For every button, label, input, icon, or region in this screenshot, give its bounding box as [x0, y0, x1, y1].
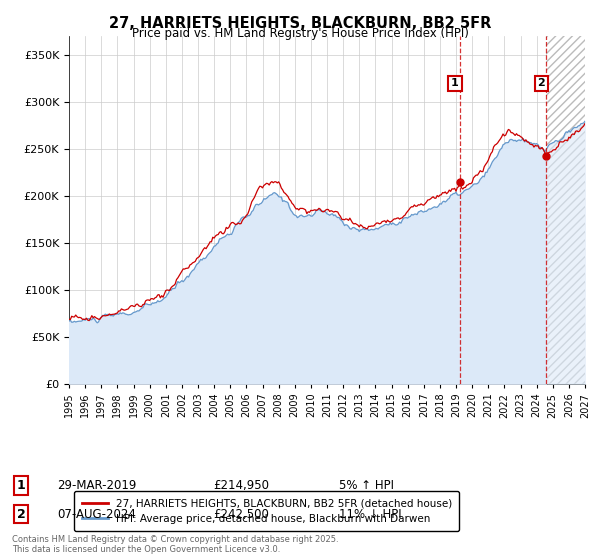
Text: 11% ↓ HPI: 11% ↓ HPI — [339, 507, 401, 521]
Text: 07-AUG-2024: 07-AUG-2024 — [57, 507, 136, 521]
Text: 5% ↑ HPI: 5% ↑ HPI — [339, 479, 394, 492]
Text: 2: 2 — [17, 507, 25, 521]
Bar — [546, 36, 585, 384]
Text: 1: 1 — [451, 78, 459, 88]
Text: £214,950: £214,950 — [213, 479, 269, 492]
Text: 29-MAR-2019: 29-MAR-2019 — [57, 479, 136, 492]
Text: £242,500: £242,500 — [213, 507, 269, 521]
Text: 1: 1 — [17, 479, 25, 492]
Text: Contains HM Land Registry data © Crown copyright and database right 2025.
This d: Contains HM Land Registry data © Crown c… — [12, 535, 338, 554]
Legend: 27, HARRIETS HEIGHTS, BLACKBURN, BB2 5FR (detached house), HPI: Average price, d: 27, HARRIETS HEIGHTS, BLACKBURN, BB2 5FR… — [74, 491, 460, 531]
Text: 2: 2 — [538, 78, 545, 88]
Text: 27, HARRIETS HEIGHTS, BLACKBURN, BB2 5FR: 27, HARRIETS HEIGHTS, BLACKBURN, BB2 5FR — [109, 16, 491, 31]
Text: Price paid vs. HM Land Registry's House Price Index (HPI): Price paid vs. HM Land Registry's House … — [131, 27, 469, 40]
